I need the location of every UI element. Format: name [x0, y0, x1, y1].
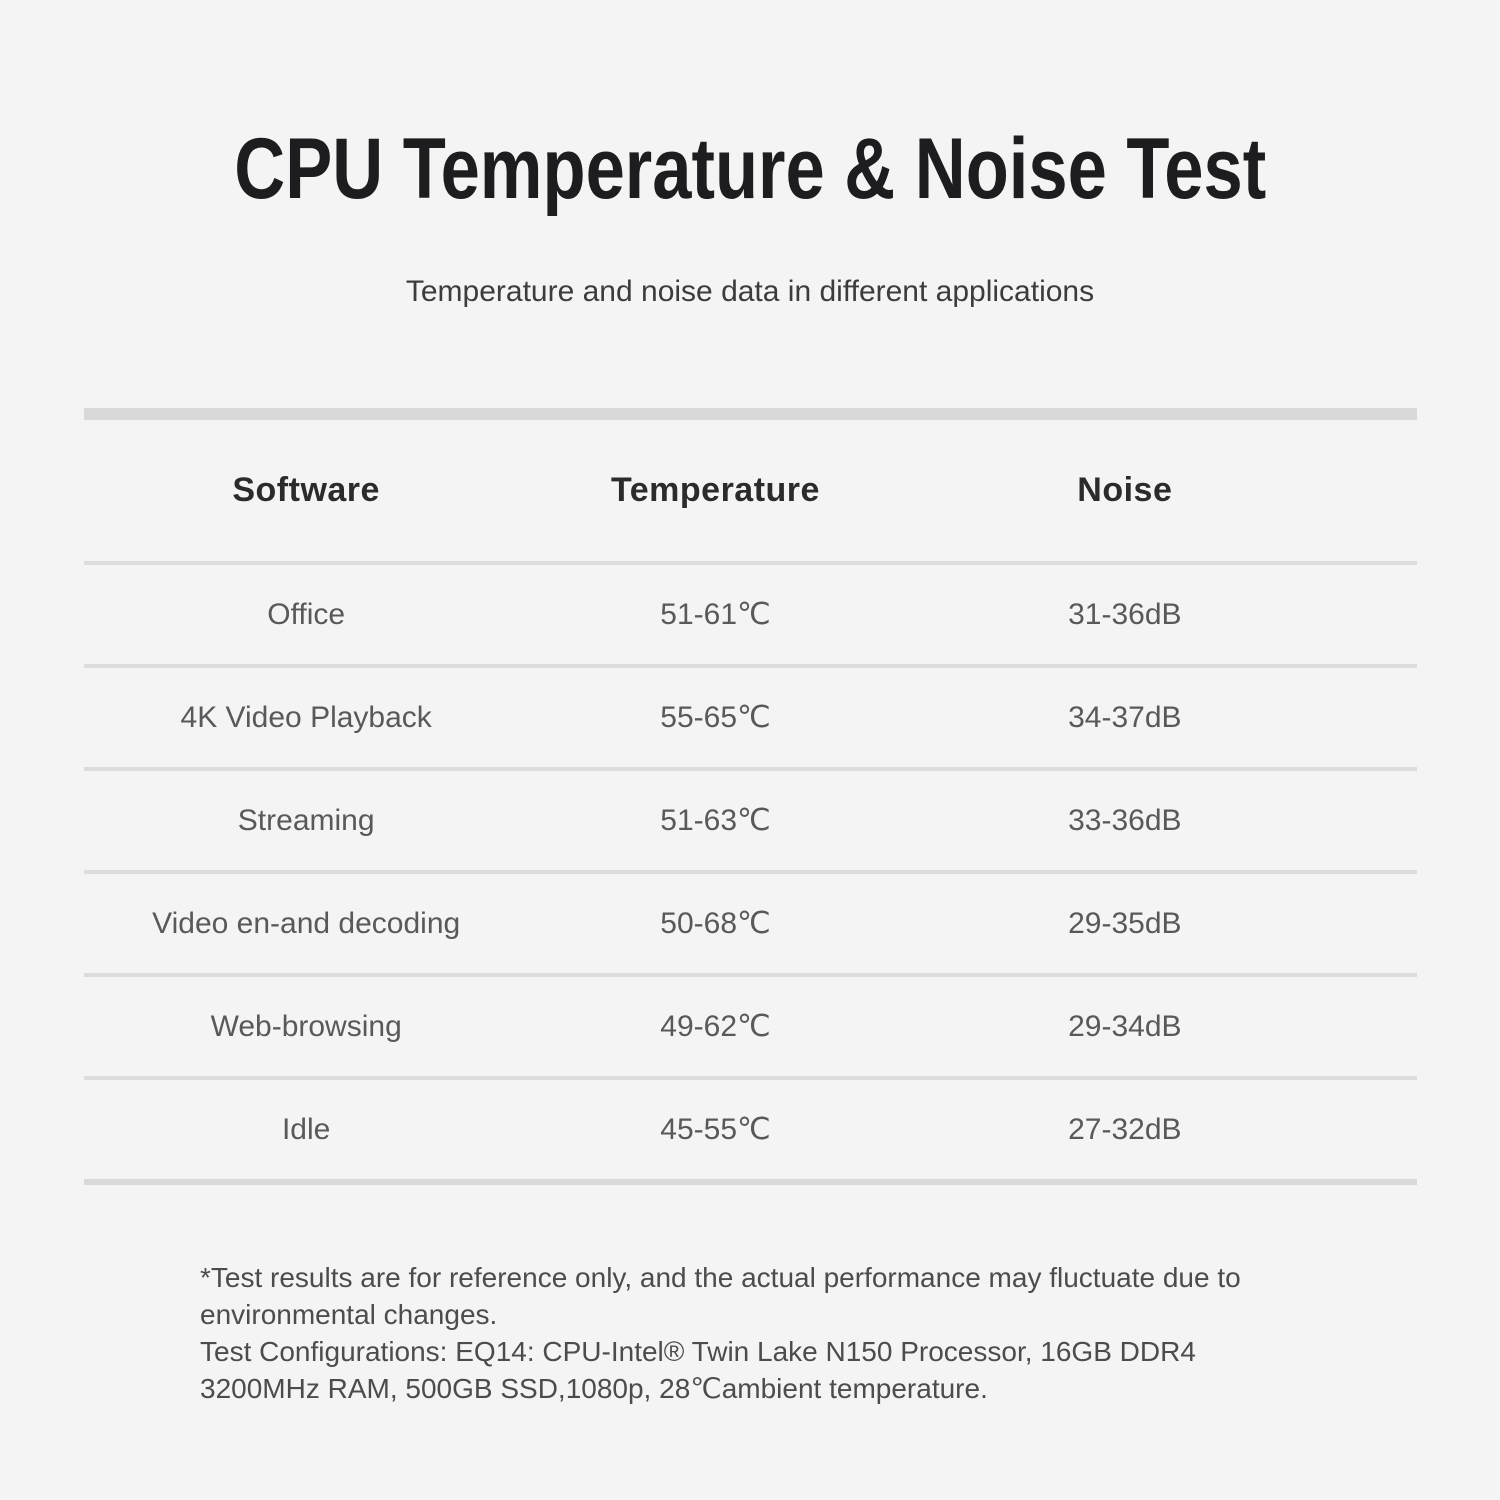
- noise-cell: 29-35dB: [1068, 906, 1182, 940]
- table-top-rule: [84, 408, 1417, 420]
- temperature-cell: 45-55℃: [660, 1113, 771, 1146]
- software-cell: Idle: [281, 1112, 331, 1146]
- noise-cell: 31-36dB: [1068, 597, 1182, 631]
- page-title: CPU Temperature & Noise Test: [0, 0, 1500, 212]
- table-row: Streaming 51-63℃ 33-36dB: [84, 767, 1417, 870]
- table-row: Video en-and decoding 50-68℃ 29-35dB: [84, 870, 1417, 973]
- table-row: Idle 45-55℃ 27-32dB: [84, 1076, 1417, 1179]
- table-header-row: Software Temperature Noise: [84, 420, 1417, 561]
- page-title-text: CPU Temperature & Noise Test: [234, 121, 1266, 217]
- noise-cell: 33-36dB: [1068, 803, 1182, 837]
- table-body: Office 51-61℃ 31-36dB 4K Video Playback …: [84, 561, 1417, 1179]
- temperature-cell: 51-63℃: [660, 804, 771, 837]
- footnote-line: 3200MHz RAM, 500GB SSD,1080p, 28℃ambient…: [200, 1373, 988, 1404]
- table-row: Web-browsing 49-62℃ 29-34dB: [84, 973, 1417, 1076]
- temperature-noise-table: Software Temperature Noise Office 51-61℃…: [84, 408, 1417, 1185]
- column-header-temperature: Temperature: [611, 471, 820, 509]
- temperature-cell: 50-68℃: [660, 907, 771, 940]
- noise-cell: 29-34dB: [1068, 1009, 1182, 1043]
- temperature-cell: 55-65℃: [660, 701, 771, 734]
- software-cell: Video en-and decoding: [152, 906, 461, 940]
- table-bottom-rule: [84, 1179, 1417, 1185]
- noise-cell: 34-37dB: [1068, 700, 1182, 734]
- footnote-line: *Test results are for reference only, an…: [200, 1262, 1241, 1293]
- footnote-line: Test Configurations: EQ14: CPU-Intel® Tw…: [200, 1336, 1196, 1367]
- noise-cell: 27-32dB: [1068, 1112, 1182, 1146]
- temperature-cell: 49-62℃: [660, 1010, 771, 1043]
- footnote: *Test results are for reference only, an…: [200, 1259, 1360, 1407]
- table-row: 4K Video Playback 55-65℃ 34-37dB: [84, 664, 1417, 767]
- table-row: Office 51-61℃ 31-36dB: [84, 561, 1417, 664]
- page-subtitle: Temperature and noise data in different …: [405, 275, 1095, 308]
- temperature-cell: 51-61℃: [660, 598, 771, 631]
- software-cell: Web-browsing: [210, 1009, 402, 1043]
- software-cell: Streaming: [237, 803, 375, 837]
- column-header-software: Software: [232, 471, 380, 509]
- software-cell: 4K Video Playback: [180, 700, 432, 734]
- footnote-line: environmental changes.: [200, 1299, 498, 1330]
- software-cell: Office: [267, 597, 346, 631]
- column-header-noise: Noise: [1077, 471, 1173, 509]
